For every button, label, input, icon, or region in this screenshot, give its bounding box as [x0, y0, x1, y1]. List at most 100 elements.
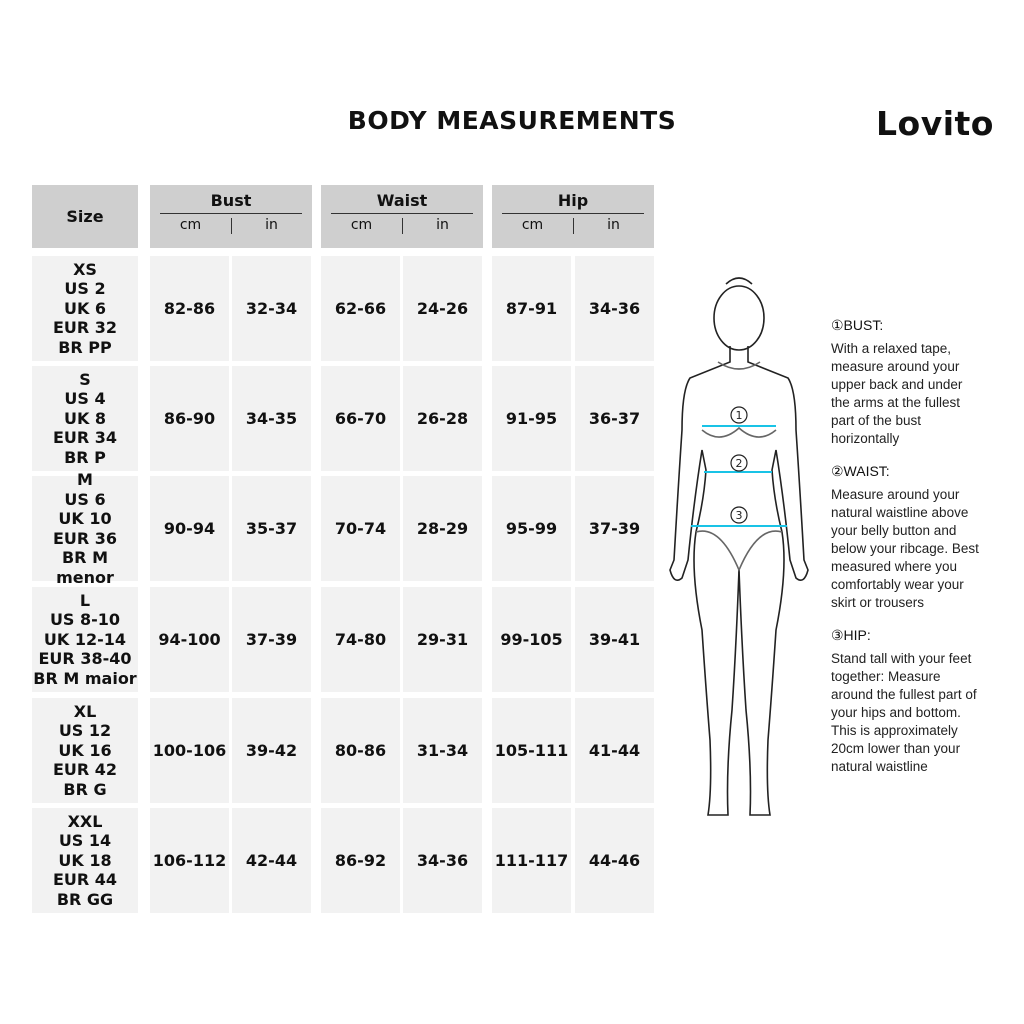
guide-line: natural waistline	[831, 759, 928, 774]
group-label: Hip	[557, 191, 589, 210]
size-label: BR GG	[56, 889, 114, 909]
value-cell: 74-80	[321, 587, 400, 692]
value-cell: 24-26	[403, 256, 482, 361]
header-waist: Waist cm in	[321, 185, 483, 248]
page-title: BODY MEASUREMENTS	[347, 106, 677, 135]
guide-line: Measure around your	[831, 487, 960, 502]
value-cell: 32-34	[232, 256, 311, 361]
value-cell: 91-95	[492, 366, 571, 471]
guide-line: This is approximately	[831, 723, 958, 738]
value-cell: 39-42	[232, 698, 311, 803]
value-cell: 42-44	[232, 808, 311, 913]
guide-heading: ③HIP:	[831, 627, 871, 643]
size-label: US 8-10	[49, 610, 121, 630]
size-label: XL	[73, 701, 97, 721]
guide-line: your hips and bottom.	[831, 705, 961, 720]
value-cell: 99-105	[492, 587, 571, 692]
size-label: UK 6	[63, 298, 107, 318]
header-hip: Hip cm in	[492, 185, 654, 248]
value-cell: 31-34	[403, 698, 482, 803]
guide-line: comfortably wear your	[831, 577, 964, 592]
unit-cm: cm	[350, 217, 373, 233]
size-label: UK 10	[58, 509, 112, 528]
size-label: EUR 42	[52, 760, 118, 780]
size-label: BR G	[63, 779, 107, 799]
value-cell: 111-117	[492, 808, 571, 913]
value-cell: 37-39	[575, 476, 654, 581]
size-label: BR M menor	[56, 548, 114, 587]
guide-line: together: Measure	[831, 669, 941, 684]
divider	[502, 213, 644, 214]
markers: 1 2 3	[730, 406, 748, 524]
value-cell: 34-36	[403, 808, 482, 913]
value-cell: 95-99	[492, 476, 571, 581]
value-cell: 37-39	[232, 587, 311, 692]
size-label: XS	[73, 259, 97, 279]
unit-cm: cm	[179, 217, 202, 233]
divider	[402, 218, 403, 234]
size-label: BR PP	[58, 337, 112, 357]
size-label: US 6	[64, 489, 106, 509]
value-cell: 82-86	[150, 256, 229, 361]
divider	[331, 213, 473, 214]
value-cell: 106-112	[150, 808, 229, 913]
size-label: EUR 36	[52, 528, 118, 548]
group-label: Bust	[210, 191, 252, 210]
guide-line: measured where you	[831, 559, 958, 574]
divider	[231, 218, 232, 234]
value-cell: 34-36	[575, 256, 654, 361]
group-label: Waist	[376, 191, 428, 210]
size-cell: M US 6 UK 10 EUR 36 BR M menor	[32, 470, 138, 587]
brand-logo: Lovito	[876, 104, 994, 143]
size-cell: S US 4 UK 8 EUR 34 BR P	[32, 366, 138, 471]
marker-2: 2	[736, 457, 743, 470]
guide-line: measure around your	[831, 359, 960, 374]
size-label: US 12	[58, 721, 112, 741]
value-cell: 94-100	[150, 587, 229, 692]
value-cell: 36-37	[575, 366, 654, 471]
unit-cm: cm	[521, 217, 544, 233]
unit-in: in	[436, 217, 449, 233]
guide-line: upper back and under	[831, 377, 963, 392]
divider	[160, 213, 302, 214]
guide-line: With a relaxed tape,	[831, 341, 952, 356]
size-label: UK 8	[63, 408, 107, 428]
value-cell: 80-86	[321, 698, 400, 803]
value-cell: 66-70	[321, 366, 400, 471]
size-cell: XL US 12 UK 16 EUR 42 BR G	[32, 698, 138, 803]
guide-line: natural waistline above	[831, 505, 969, 520]
size-cell: L US 8-10 UK 12-14 EUR 38-40 BR M maior	[32, 587, 138, 692]
marker-1: 1	[736, 409, 743, 422]
size-label: M	[77, 470, 93, 489]
size-label: EUR 32	[52, 318, 118, 338]
guide-line: around the fullest part of	[831, 687, 977, 702]
value-cell: 28-29	[403, 476, 482, 581]
value-cell: 105-111	[492, 698, 571, 803]
value-cell: 100-106	[150, 698, 229, 803]
size-label: UK 18	[58, 850, 112, 870]
guide-line: your belly button and	[831, 523, 957, 538]
size-label: US 14	[58, 831, 112, 851]
unit-in: in	[607, 217, 620, 233]
value-cell: 87-91	[492, 256, 571, 361]
size-label: L	[79, 590, 91, 610]
guide-heading: ②WAIST:	[831, 463, 890, 479]
guide-text: Stand tall with your feet together: Measu…	[831, 650, 1011, 776]
guide-line: 20cm lower than your	[831, 741, 961, 756]
guide-text: Measure around your natural waistline abo…	[831, 486, 1011, 612]
guide-line: skirt or trousers	[831, 595, 925, 610]
size-label: UK 16	[58, 740, 112, 760]
guide-text: With a relaxed tape, measure around your u…	[831, 340, 1011, 448]
value-cell: 44-46	[575, 808, 654, 913]
size-label: EUR 38-40	[38, 649, 132, 669]
guide-line: part of the bust	[831, 413, 922, 428]
value-cell: 86-90	[150, 366, 229, 471]
body-figure: 1 2 3	[669, 277, 809, 816]
size-label: EUR 34	[52, 428, 118, 448]
value-cell: 41-44	[575, 698, 654, 803]
size-header: Size	[32, 185, 138, 248]
size-label: BR P	[64, 447, 106, 467]
guide-line: horizontally	[831, 431, 900, 446]
marker-3: 3	[736, 509, 743, 522]
guide-line: the arms at the fullest	[831, 395, 961, 410]
